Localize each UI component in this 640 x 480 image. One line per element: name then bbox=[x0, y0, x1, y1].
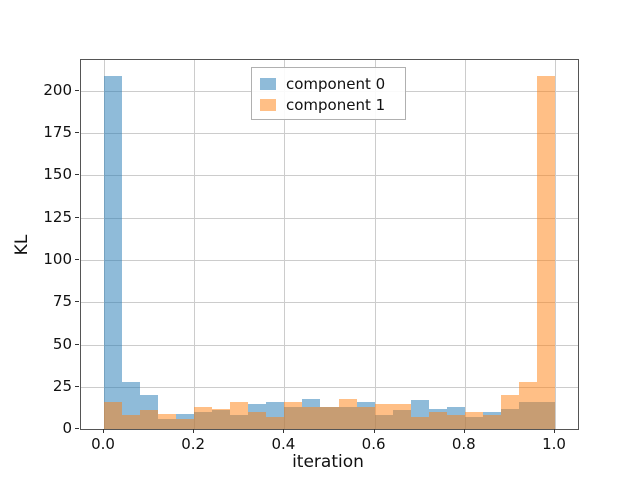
x-tick-label: 0.4 bbox=[271, 435, 296, 453]
gridline-x-0.4 bbox=[284, 60, 286, 429]
legend-label: component 1 bbox=[286, 96, 386, 114]
hist-bar-s1-bin18 bbox=[428, 412, 447, 429]
y-tick bbox=[75, 343, 79, 345]
hist-bar-s1-bin9 bbox=[266, 417, 285, 429]
hist-bar-s1-bin2 bbox=[140, 410, 159, 429]
gridline-x-0.6 bbox=[374, 60, 376, 429]
hist-bar-s1-bin1 bbox=[122, 415, 141, 429]
y-tick bbox=[75, 216, 79, 218]
x-tick bbox=[373, 429, 375, 433]
hist-bar-s1-bin8 bbox=[248, 412, 267, 429]
hist-bar-s1-bin5 bbox=[194, 407, 213, 429]
y-tick bbox=[75, 89, 79, 91]
y-tick bbox=[75, 174, 79, 176]
hist-bar-s1-bin11 bbox=[302, 407, 321, 429]
gridline-x-0.8 bbox=[464, 60, 466, 429]
hist-bar-s1-bin10 bbox=[284, 401, 303, 429]
hist-bar-s1-bin13 bbox=[338, 398, 357, 429]
gridline-y-175 bbox=[81, 133, 578, 135]
legend-swatch-component-0 bbox=[260, 78, 276, 90]
y-tick bbox=[75, 428, 79, 429]
gridline-y-75 bbox=[81, 302, 578, 304]
y-tick bbox=[75, 301, 79, 303]
x-tick bbox=[283, 429, 285, 433]
legend-item-component-1: component 1 bbox=[260, 95, 397, 115]
gridline-x-1 bbox=[555, 60, 556, 429]
hist-bar-s1-bin3 bbox=[158, 413, 177, 429]
y-tick-label: 75 bbox=[52, 292, 72, 311]
y-tick bbox=[75, 259, 79, 260]
y-tick-label: 0 bbox=[62, 419, 72, 437]
hist-bar-s1-bin6 bbox=[212, 408, 231, 429]
y-tick-label: 175 bbox=[43, 123, 72, 142]
hist-bar-s1-bin17 bbox=[410, 417, 429, 429]
gridline-y-100 bbox=[81, 260, 578, 261]
y-tick-label: 25 bbox=[52, 376, 72, 395]
hist-bar-s1-bin7 bbox=[230, 401, 249, 429]
y-tick-label: 200 bbox=[43, 80, 72, 99]
hist-bar-s1-bin15 bbox=[374, 403, 393, 429]
x-tick-label: 0.8 bbox=[451, 435, 476, 453]
hist-bar-s0-bin0 bbox=[104, 75, 123, 429]
y-tick-label: 150 bbox=[43, 165, 72, 184]
gridline-y-150 bbox=[81, 175, 578, 177]
y-tick-label: 50 bbox=[52, 334, 72, 353]
y-tick bbox=[75, 132, 79, 134]
x-tick-label: 0.6 bbox=[361, 435, 386, 453]
y-tick bbox=[75, 385, 79, 387]
hist-bar-s1-bin21 bbox=[482, 415, 501, 429]
x-tick bbox=[554, 429, 555, 433]
legend: component 0 component 1 bbox=[251, 67, 406, 120]
gridline-x-0.2 bbox=[194, 60, 196, 429]
x-tick bbox=[193, 429, 195, 433]
hist-bar-s1-bin16 bbox=[392, 403, 411, 429]
x-tick bbox=[463, 429, 465, 433]
gridline-y-25 bbox=[81, 386, 578, 388]
gridline-y-50 bbox=[81, 344, 578, 346]
legend-item-component-0: component 0 bbox=[260, 74, 397, 94]
x-tick-label: 0.0 bbox=[91, 435, 115, 453]
hist-bar-s1-bin19 bbox=[446, 415, 465, 429]
hist-bar-s1-bin4 bbox=[176, 418, 195, 429]
legend-label: component 0 bbox=[286, 75, 386, 93]
x-axis-label: iteration bbox=[292, 452, 364, 472]
hist-bar-s1-bin0 bbox=[104, 401, 123, 429]
hist-bar-s1-bin22 bbox=[500, 395, 519, 429]
y-axis-label: KL bbox=[12, 234, 32, 256]
plot-area: component 0 component 1 bbox=[80, 59, 579, 430]
x-tick-label: 0.2 bbox=[181, 435, 206, 453]
x-tick bbox=[103, 429, 104, 433]
hist-bar-s1-bin23 bbox=[518, 381, 537, 429]
x-tick-label: 1.0 bbox=[542, 435, 566, 453]
y-tick-label: 125 bbox=[43, 207, 72, 226]
y-tick-label: 100 bbox=[43, 250, 72, 268]
legend-swatch-component-1 bbox=[260, 99, 276, 111]
hist-bar-s1-bin24 bbox=[536, 75, 555, 429]
hist-bar-s1-bin14 bbox=[356, 407, 375, 429]
hist-bar-s1-bin12 bbox=[320, 407, 339, 429]
gridline-y-125 bbox=[81, 217, 578, 219]
hist-bar-s1-bin20 bbox=[464, 412, 483, 429]
